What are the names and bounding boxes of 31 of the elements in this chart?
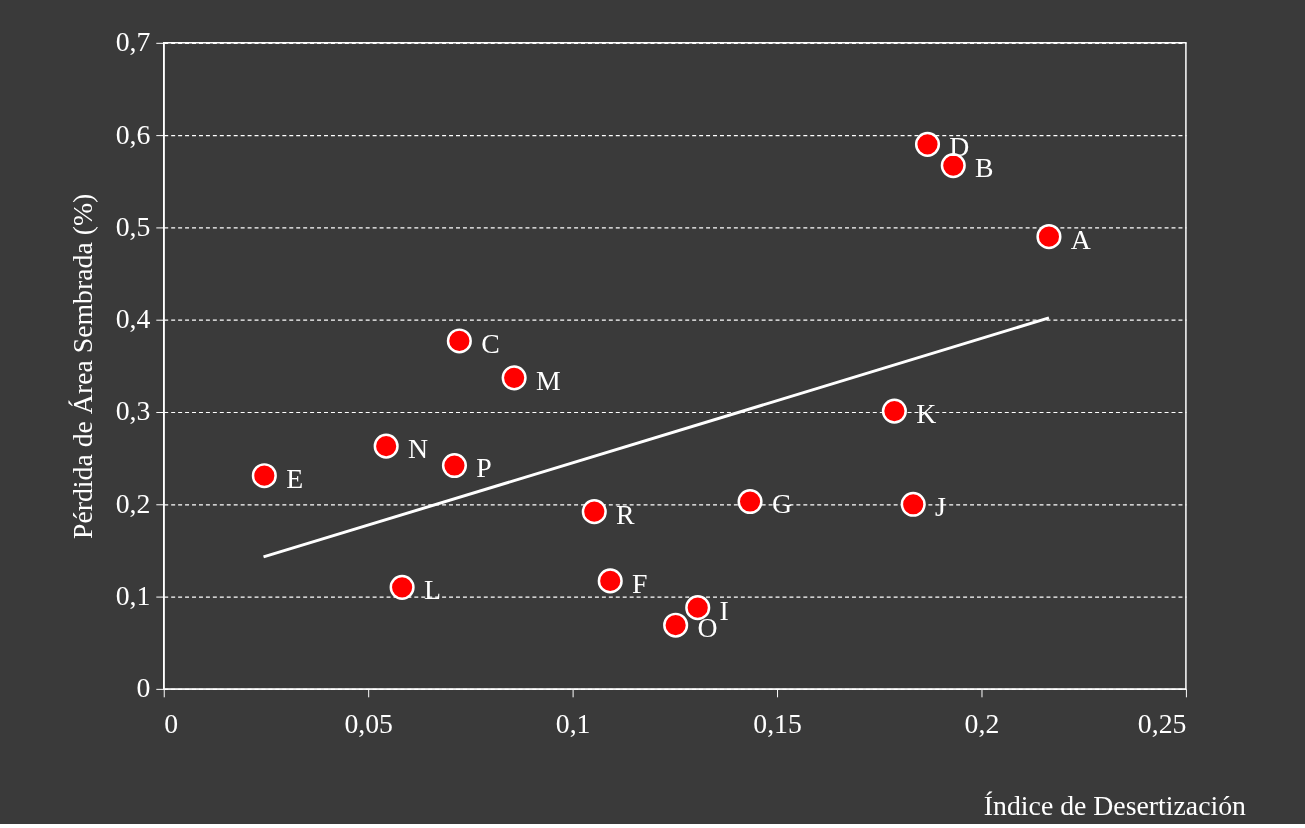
- annotation: K: [916, 397, 937, 429]
- annotation: P: [476, 452, 492, 484]
- annotation: F: [632, 567, 648, 599]
- annotation: E: [286, 462, 304, 494]
- y-tick-label: 0,2: [115, 487, 151, 519]
- y-tick-label: 0,1: [115, 580, 151, 612]
- annotation: B: [975, 152, 994, 184]
- x-tick-label: 0: [164, 708, 179, 740]
- annotation: N: [408, 433, 429, 465]
- annotation: O: [697, 612, 718, 644]
- x-tick-label: 0,1: [555, 708, 591, 740]
- annotation: J: [935, 491, 947, 523]
- y-axis-title: Pérdida de Área Sembrada (%): [66, 193, 98, 540]
- annotation: M: [535, 364, 561, 396]
- y-tick-label: 0,3: [115, 395, 151, 427]
- annotation: R: [616, 498, 636, 530]
- y-tick-label: 0: [136, 672, 151, 704]
- annotation: L: [423, 574, 441, 606]
- x-axis-title: Índice de Desertización: [983, 790, 1247, 822]
- y-tick-label: 0,6: [115, 118, 151, 150]
- x-tick-label: 0,05: [344, 708, 393, 740]
- annotation: G: [771, 488, 792, 520]
- y-tick-label: 0,5: [115, 210, 151, 242]
- x-tick-label: 0,25: [1137, 708, 1187, 740]
- annotation: C: [481, 327, 500, 359]
- y-tick-label: 0,4: [115, 303, 151, 335]
- annotation: A: [1070, 223, 1091, 255]
- x-tick-label: 0,15: [753, 708, 802, 740]
- y-tick-label: 0,7: [115, 26, 151, 58]
- annotation: I: [719, 594, 729, 626]
- x-tick-label: 0,2: [964, 708, 1000, 740]
